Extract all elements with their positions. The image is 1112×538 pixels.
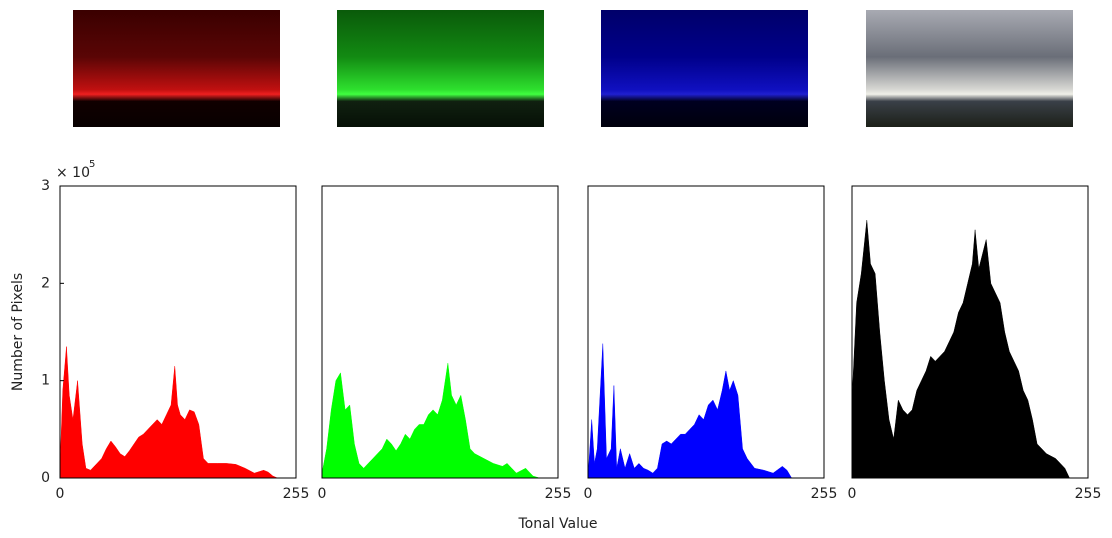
y-axis-label: Number of Pixels xyxy=(10,273,26,391)
y-scale-label: × 10 xyxy=(56,165,90,181)
plot-frame xyxy=(851,185,1089,479)
x-tick-label: 255 xyxy=(283,486,310,502)
x-tick-label: 0 xyxy=(584,486,593,502)
histogram-area xyxy=(851,220,1088,479)
y-tick-label: 0 xyxy=(41,470,50,486)
y-scale-exponent: 5 xyxy=(89,159,95,170)
x-tick-label: 255 xyxy=(545,486,572,502)
x-axis-label: Tonal Value xyxy=(518,516,598,532)
plot-frame xyxy=(59,185,297,479)
green-channel-image xyxy=(337,10,544,127)
plot-frame xyxy=(587,185,825,479)
y-tick-label: 1 xyxy=(41,373,50,389)
x-tick-label: 255 xyxy=(1075,486,1102,502)
histogram-area xyxy=(321,363,558,479)
red-channel-image xyxy=(73,10,280,127)
x-tick-label: 0 xyxy=(318,486,327,502)
histogram-area xyxy=(587,343,824,479)
x-tick-label: 0 xyxy=(848,486,857,502)
y-tick-label: 2 xyxy=(41,275,50,291)
histogram-area xyxy=(59,346,296,479)
blue-channel-image xyxy=(601,10,808,127)
y-tick-label: 3 xyxy=(41,178,50,194)
plot-frame xyxy=(321,185,559,479)
x-tick-label: 255 xyxy=(811,486,838,502)
x-tick-label: 0 xyxy=(56,486,65,502)
grayscale-image xyxy=(866,10,1073,127)
